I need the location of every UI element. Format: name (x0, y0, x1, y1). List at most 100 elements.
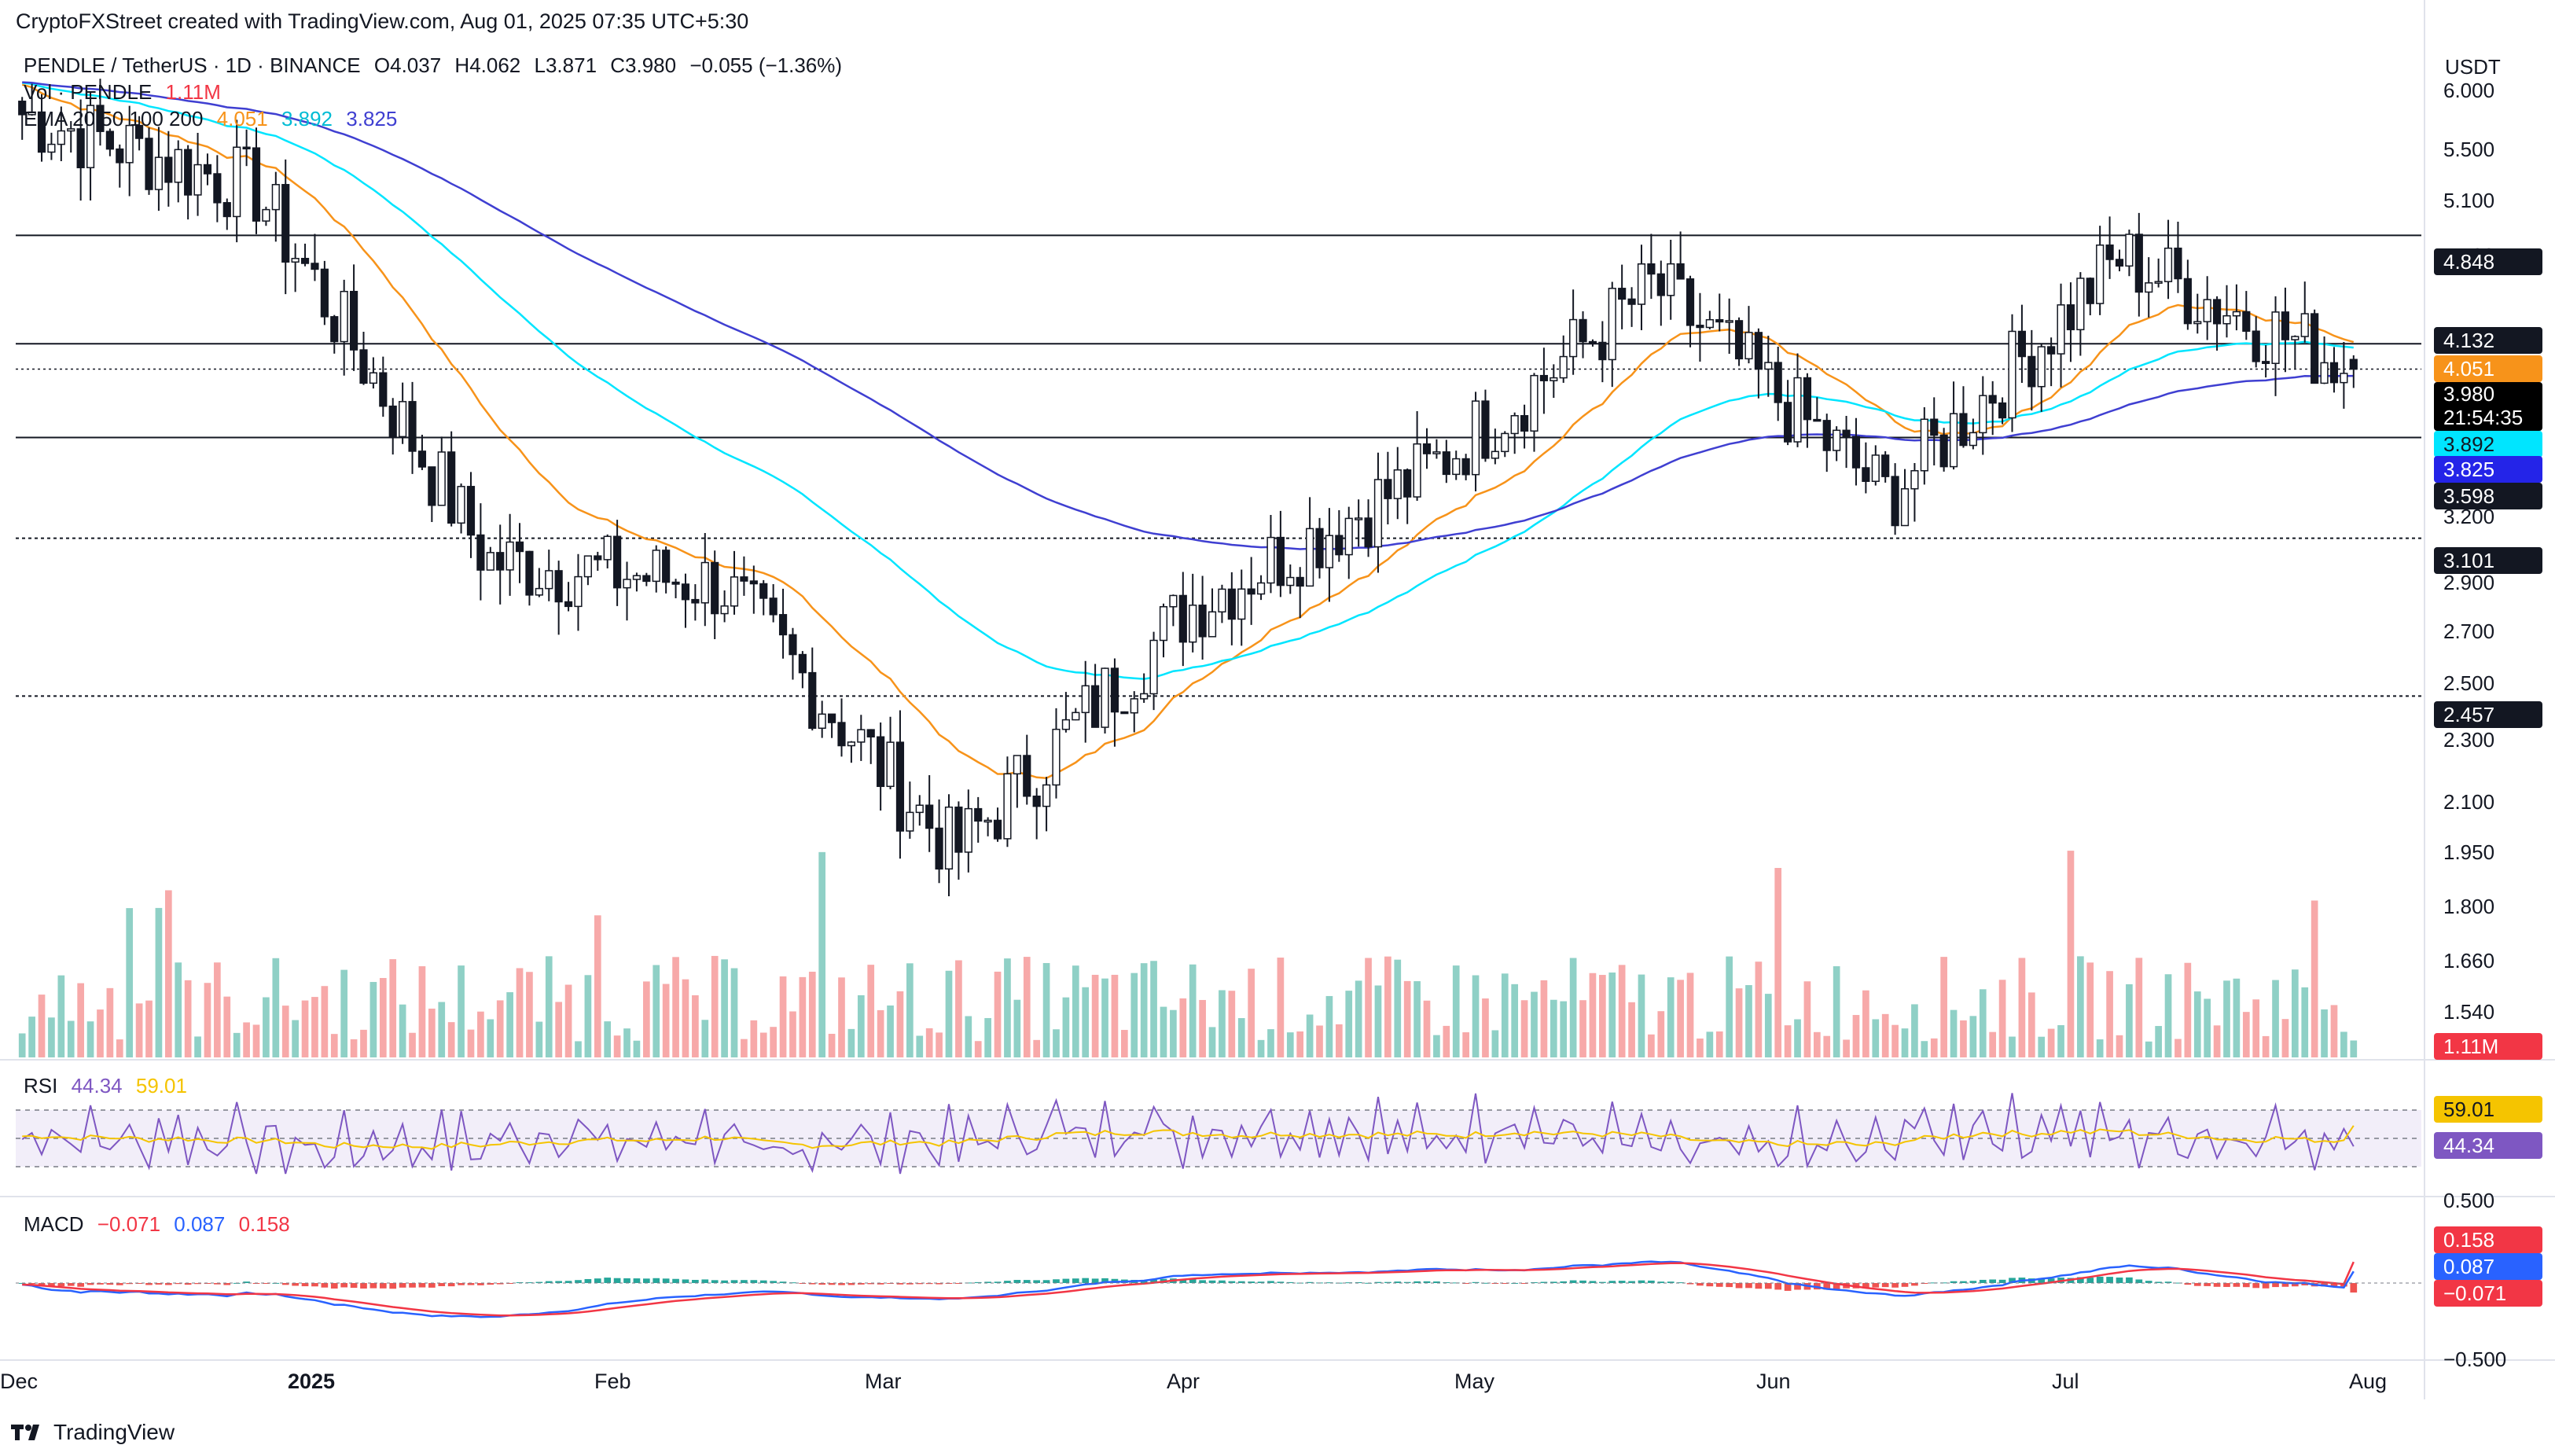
macd-hist-bar (770, 1281, 777, 1283)
candle-body (242, 146, 251, 150)
tradingview-branding[interactable]: TradingView (11, 1420, 175, 1445)
macd-hist-bar (1501, 1283, 1509, 1284)
volume-legend[interactable]: Vol · PENDLE 1.11M (24, 80, 229, 105)
macd-hist-bar (1569, 1280, 1577, 1283)
candle-body (447, 451, 456, 524)
macd-hist-bar (360, 1283, 367, 1289)
candle-body (1052, 728, 1061, 786)
candle (1140, 673, 1149, 703)
ema-legend[interactable]: EMA 20 50 100 200 4.051 3.892 3.825 (24, 107, 405, 131)
candle-body (203, 164, 212, 175)
candle-body (564, 601, 573, 608)
candle (437, 436, 446, 506)
candle (57, 106, 65, 162)
candle (662, 546, 671, 594)
volume-bar (721, 959, 728, 1057)
volume-bar (1833, 966, 1840, 1057)
volume-bar (106, 987, 114, 1057)
macd-hist-bar (1443, 1281, 1450, 1283)
macd-hist-bar (818, 1283, 826, 1285)
candle-body (818, 713, 826, 730)
candle (1169, 594, 1178, 627)
candle-body (300, 258, 310, 264)
candle-body (1627, 298, 1636, 305)
macd-hist-bar (418, 1283, 426, 1288)
candle (1306, 497, 1314, 587)
volume-bar (1248, 969, 1255, 1057)
macd-hist-bar (1150, 1279, 1157, 1283)
macd-hist-bar (1774, 1283, 1782, 1290)
volume-bar (1540, 980, 1548, 1057)
candle-body (1647, 263, 1656, 275)
candle (2232, 284, 2241, 331)
candle-body (1091, 685, 1100, 728)
volume-bar (438, 1002, 446, 1057)
candle (369, 357, 377, 389)
volume-bar (1764, 994, 1772, 1057)
macd-hist-bar (1414, 1281, 1421, 1283)
symbol-legend[interactable]: PENDLE / TetherUS · 1D · BINANCE O4.037 … (24, 53, 850, 78)
volume-bar (867, 965, 875, 1057)
macd-hist-bar (2350, 1283, 2358, 1293)
candle-body (271, 184, 280, 211)
volume-bar (2242, 1012, 2250, 1057)
candle (944, 794, 954, 897)
macd-hist-bar (779, 1281, 787, 1283)
volume-bar (2027, 992, 2035, 1057)
candle (1520, 404, 1529, 449)
macd-hist-bar (2330, 1283, 2338, 1287)
candle (1471, 392, 1480, 492)
candle-body (847, 741, 856, 747)
candle (1198, 575, 1207, 660)
rsi-legend[interactable]: RSI 44.34 59.01 (24, 1074, 195, 1098)
candle-body (613, 535, 622, 589)
candle-body (1988, 395, 1997, 404)
macd-label: MACD (24, 1212, 84, 1236)
macd-hist-bar (1277, 1281, 1285, 1283)
volume-bar (2077, 956, 2084, 1057)
candle-body (1023, 755, 1031, 797)
candle (964, 789, 972, 873)
candle (1734, 317, 1744, 366)
volume-bar (1960, 1020, 1967, 1057)
candle (1364, 499, 1373, 557)
macd-hist-bar (789, 1282, 796, 1284)
candle-body (1140, 693, 1149, 700)
candle (1803, 373, 1812, 448)
macd-hist-bar (1520, 1283, 1528, 1284)
candle (583, 555, 592, 586)
candle-body (2066, 304, 2075, 331)
candle (2057, 283, 2065, 388)
candle (96, 79, 105, 146)
macd-legend[interactable]: MACD −0.071 0.087 0.158 (24, 1212, 298, 1237)
volume-bar (428, 1008, 436, 1057)
macd-hist-bar (974, 1281, 982, 1283)
candle-body (1335, 535, 1344, 556)
candle (388, 398, 397, 455)
candle-body (37, 111, 46, 153)
macd-hist-bar (741, 1280, 748, 1283)
volume-bar (1881, 1013, 1889, 1057)
volume-bar (1423, 1000, 1431, 1057)
candle-body (798, 653, 807, 674)
candle (2320, 336, 2329, 384)
volume-bar (2292, 969, 2299, 1057)
volume-bar (1199, 999, 1206, 1057)
volume-bar (1023, 957, 1031, 1057)
candle-body (359, 349, 368, 384)
candle (1833, 426, 1841, 461)
currency-label[interactable]: USDT (2445, 55, 2501, 79)
volume-bar (1072, 965, 1079, 1057)
candle-body (1579, 318, 1587, 343)
volume-bar (1599, 975, 1606, 1057)
volume-bar (1726, 956, 1733, 1057)
candle (2037, 343, 2046, 412)
macd-hist-bar (955, 1283, 962, 1284)
candle-body (281, 184, 290, 263)
macd-hist-bar (496, 1283, 504, 1285)
candle (818, 700, 826, 738)
volume-bar (164, 890, 172, 1057)
macd-hist-bar (350, 1283, 358, 1289)
ema20-value: 4.051 (216, 107, 268, 131)
